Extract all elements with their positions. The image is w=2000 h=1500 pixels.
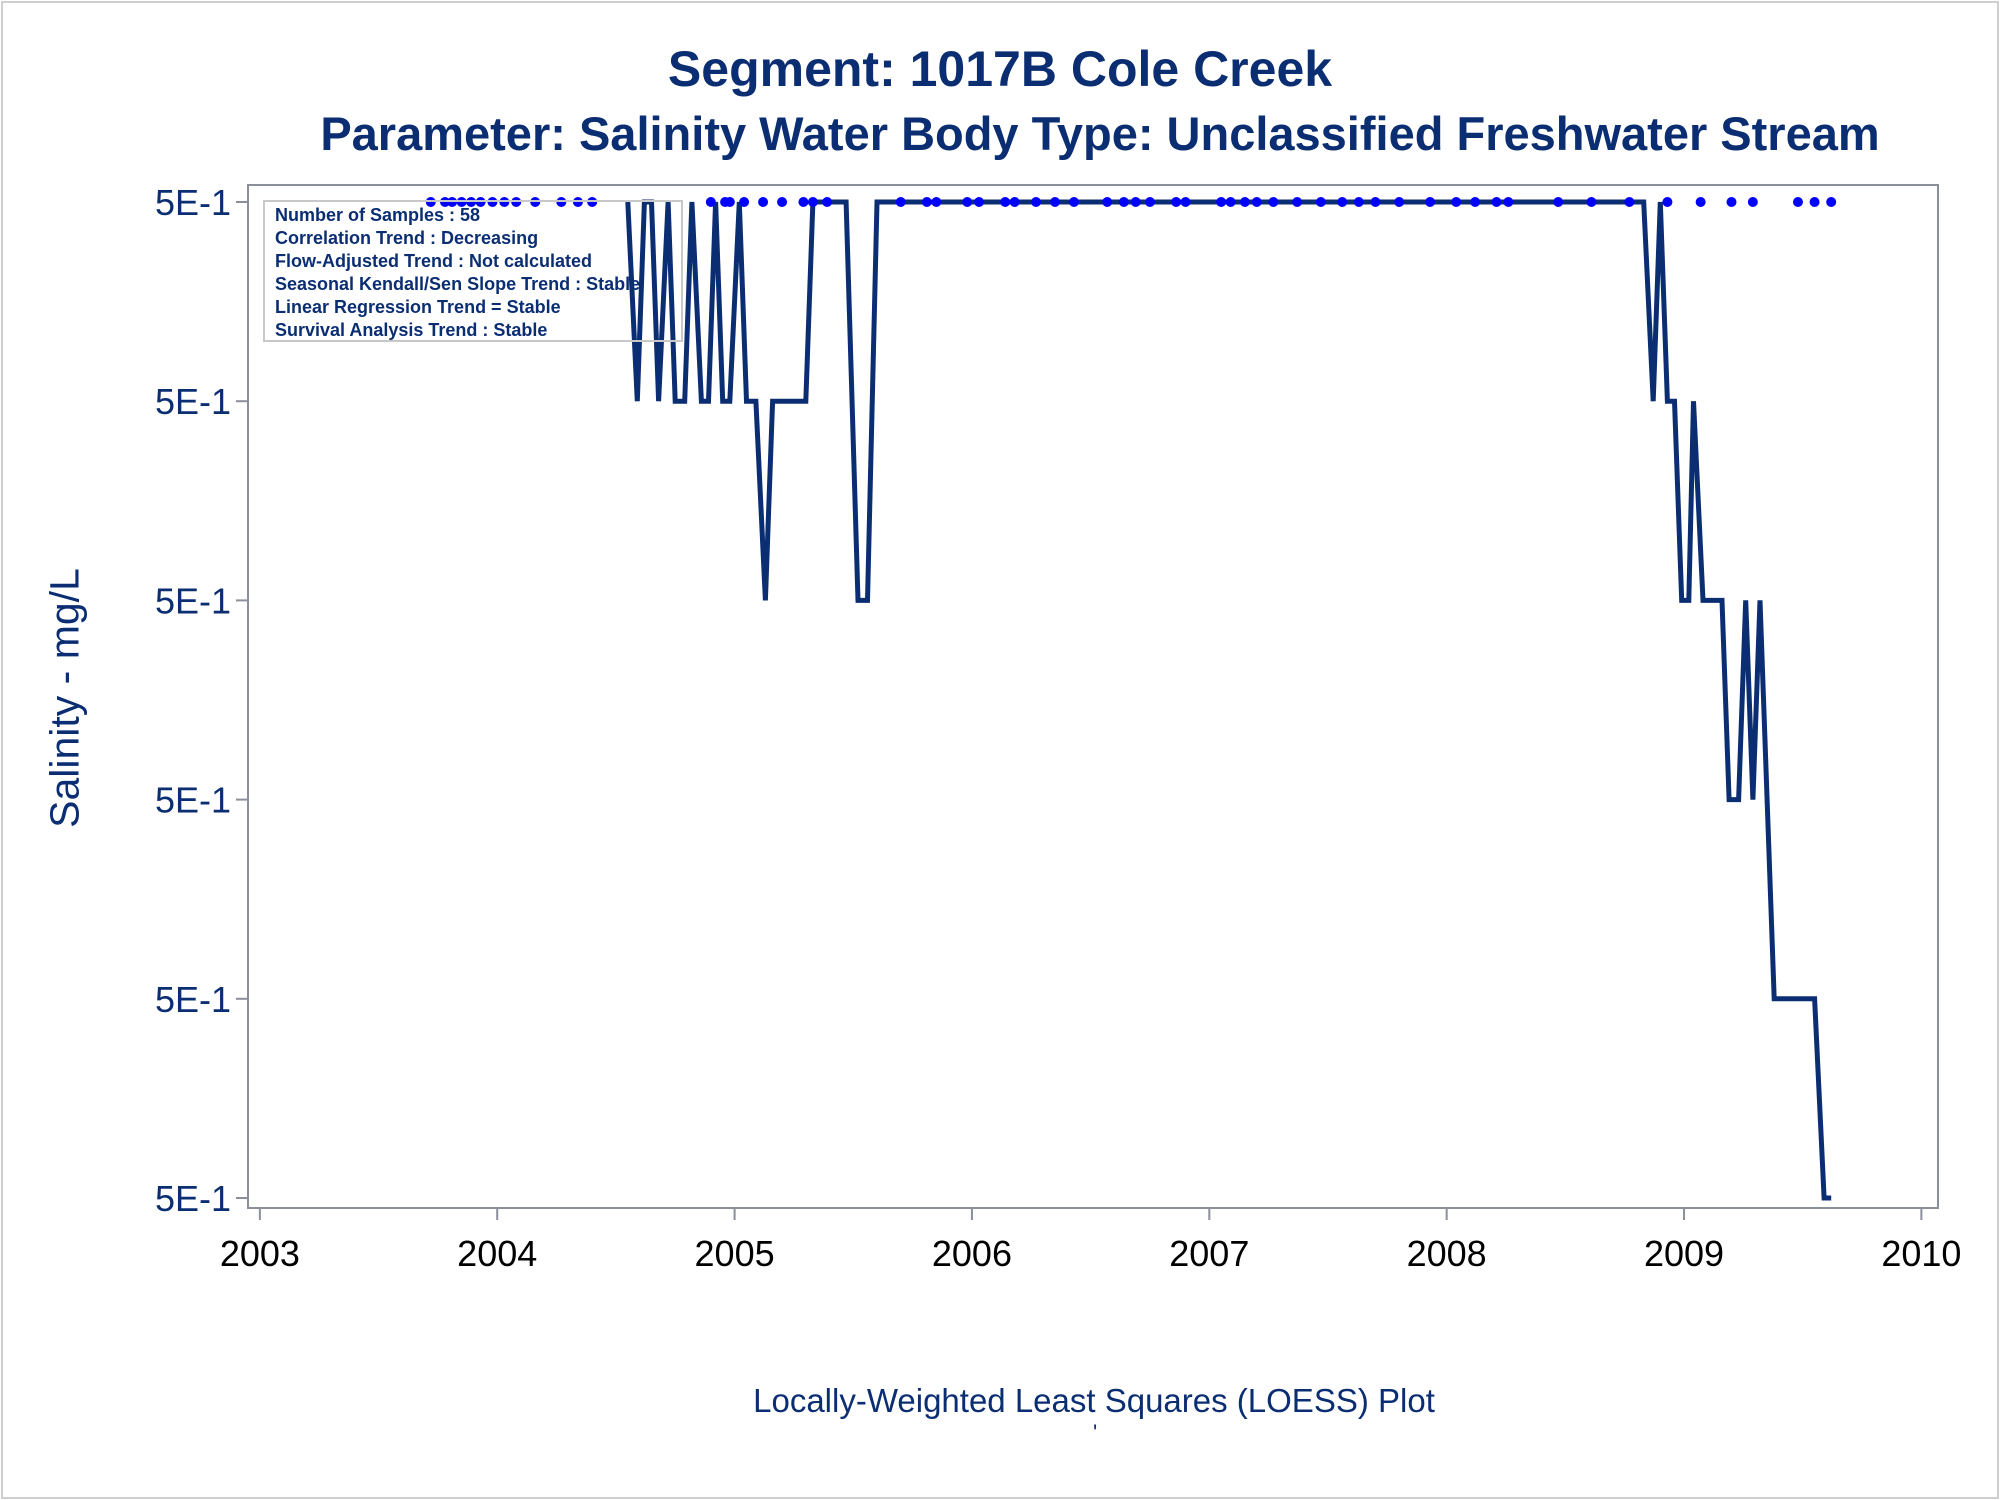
sample-point (1292, 197, 1303, 207)
x-tick-label: 2008 (1407, 1233, 1487, 1274)
sample-point (1662, 197, 1673, 207)
sample-point (1251, 197, 1262, 207)
sample-point (1239, 197, 1250, 207)
sample-point (1130, 197, 1141, 207)
x-tick-label: 2003 (220, 1233, 300, 1274)
sample-point (1337, 197, 1348, 207)
stats-line: Survival Analysis Trend : Stable (275, 320, 547, 340)
sample-point (1118, 197, 1129, 207)
sample-point (1470, 197, 1481, 207)
sample-point (1624, 197, 1635, 207)
sample-point (1826, 197, 1837, 207)
sample-point (931, 197, 942, 207)
footnote-mark: ' (1093, 1420, 1098, 1445)
y-tick-label: 5E-1 (155, 780, 231, 821)
sample-point (962, 197, 973, 207)
sample-point (777, 197, 788, 207)
x-tick-label: 2010 (1881, 1233, 1961, 1274)
sample-point (1180, 197, 1191, 207)
sample-point (739, 197, 750, 207)
sample-point (1747, 197, 1758, 207)
x-tick-label: 2004 (457, 1233, 537, 1274)
sample-point (822, 197, 833, 207)
x-tick-label: 2007 (1169, 1233, 1249, 1274)
sample-point (1451, 197, 1462, 207)
sample-point (1425, 197, 1436, 207)
sample-point (1268, 197, 1279, 207)
y-tick-label: 5E-1 (155, 979, 231, 1020)
sample-point (1000, 197, 1011, 207)
sample-point (758, 197, 769, 207)
sample-point (705, 197, 716, 207)
sample-point (1050, 197, 1061, 207)
sample-point (1031, 197, 1042, 207)
sample-point (724, 197, 735, 207)
sample-point (1144, 197, 1155, 207)
x-tick-label: 2006 (932, 1233, 1012, 1274)
x-tick-label: 2005 (695, 1233, 775, 1274)
sample-point (1491, 197, 1502, 207)
sample-point (1102, 197, 1113, 207)
y-tick-label: 5E-1 (155, 381, 231, 422)
chart-title: Segment: 1017B Cole Creek (667, 41, 1333, 97)
sample-point (1353, 197, 1364, 207)
sample-point (1171, 197, 1182, 207)
sample-point (1370, 197, 1381, 207)
sample-point (1394, 197, 1405, 207)
stats-line: Correlation Trend : Decreasing (275, 228, 538, 248)
sample-point (1809, 197, 1820, 207)
y-tick-label: 5E-1 (155, 182, 231, 223)
sample-point (1586, 197, 1597, 207)
loess-line (625, 199, 1832, 1201)
sample-point (1225, 197, 1236, 207)
chart-subtitle: Parameter: Salinity Water Body Type: Unc… (320, 107, 1880, 160)
stats-box (263, 200, 683, 342)
stats-line: Seasonal Kendall/Sen Slope Trend : Stabl… (275, 274, 640, 294)
sample-point (1553, 197, 1564, 207)
stats-line: Flow-Adjusted Trend : Not calculated (275, 251, 592, 271)
sample-point (1792, 197, 1803, 207)
sample-point (895, 197, 906, 207)
sample-point (1069, 197, 1080, 207)
sample-point (1726, 197, 1737, 207)
chart-footnote: Locally-Weighted Least Squares (LOESS) P… (753, 1382, 1435, 1419)
y-tick-label: 5E-1 (155, 1178, 231, 1219)
sample-point (921, 197, 932, 207)
sample-point (807, 197, 818, 207)
y-tick-label: 5E-1 (155, 580, 231, 621)
sample-point (1216, 197, 1227, 207)
sample-point (1315, 197, 1326, 207)
sample-point (1503, 197, 1514, 207)
sample-point (798, 197, 809, 207)
stats-line: Linear Regression Trend = Stable (275, 297, 561, 317)
sample-point (974, 197, 985, 207)
stats-line: Number of Samples : 58 (275, 205, 480, 225)
sample-point (1009, 197, 1020, 207)
plot-border (247, 184, 1939, 1209)
x-tick-label: 2009 (1644, 1233, 1724, 1274)
sample-point (1695, 197, 1706, 207)
